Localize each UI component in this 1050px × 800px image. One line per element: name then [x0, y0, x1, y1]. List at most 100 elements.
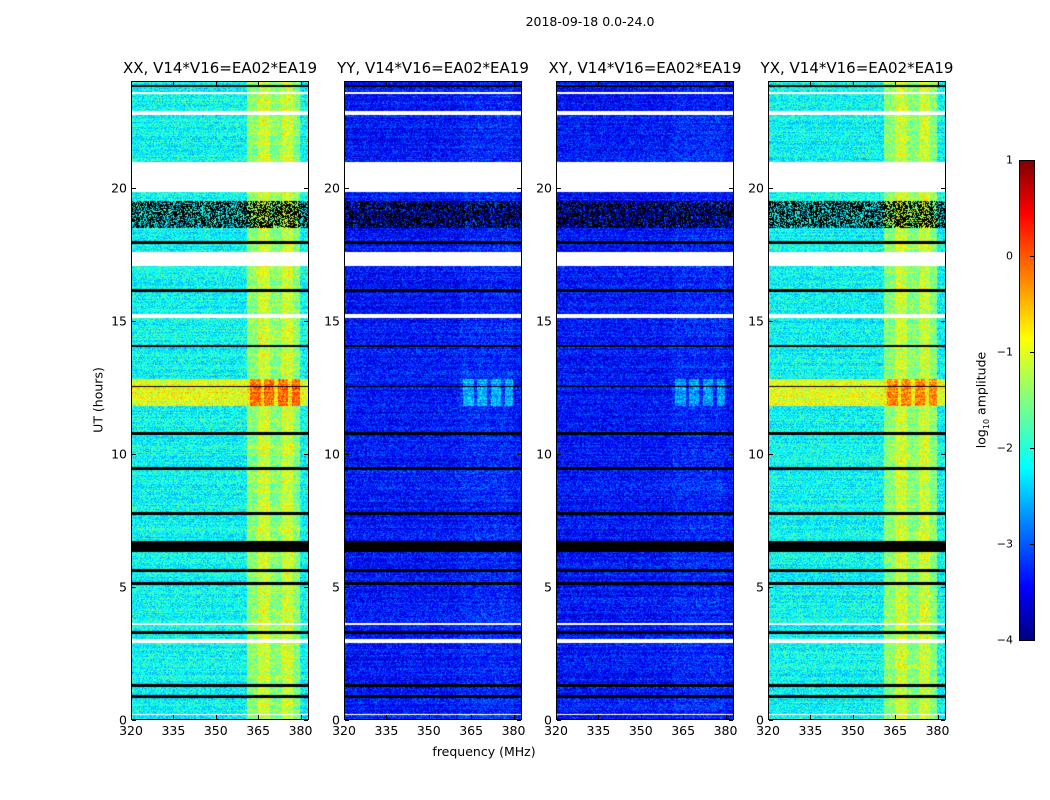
y-tick-mark-right: [729, 720, 733, 721]
x-tick-mark: [937, 715, 939, 719]
y-tick-mark: [557, 586, 561, 588]
y-tick-mark-right: [941, 320, 945, 322]
y-tick-mark: [557, 720, 561, 721]
heatmap-panel: [556, 81, 734, 720]
x-tick-mark-top: [640, 82, 642, 86]
x-tick-label: 365: [459, 723, 484, 738]
x-tick-label: 350: [840, 723, 865, 738]
x-tick-label: 335: [374, 723, 399, 738]
x-axis-label: frequency (MHz): [432, 744, 536, 759]
x-tick-label: 335: [586, 723, 611, 738]
colorbar-label-sub: 10: [981, 418, 991, 430]
x-tick-mark: [556, 715, 557, 719]
y-tick-mark-right: [304, 187, 308, 189]
x-tick-mark: [683, 715, 685, 719]
y-tick-mark: [769, 586, 773, 588]
panel-title: XX, V14*V16=EA02*EA19: [122, 59, 318, 77]
heatmap-image: [557, 82, 733, 719]
x-tick-mark: [852, 715, 854, 719]
y-tick-label: 10: [536, 446, 552, 462]
colorbar-tick-label: 1: [1006, 153, 1013, 167]
x-tick-mark-top: [344, 82, 345, 86]
colorbar-tick-mark: [1030, 640, 1034, 641]
y-tick-mark-right: [304, 453, 308, 455]
colorbar-tick-label: −4: [996, 633, 1013, 647]
x-tick-mark: [513, 715, 515, 719]
colorbar-tick-label: −1: [996, 345, 1013, 359]
y-tick-mark-right: [729, 187, 733, 189]
y-tick-mark: [557, 453, 561, 455]
y-tick-mark: [132, 320, 136, 322]
colorbar-tick-mark: [1030, 544, 1034, 545]
x-tick-mark: [173, 715, 175, 719]
x-tick-mark-top: [725, 82, 727, 86]
y-tick-label: 20: [748, 180, 764, 195]
x-tick-label: 320: [332, 723, 356, 738]
y-tick-label: 20: [111, 180, 127, 195]
y-tick-mark: [345, 720, 349, 721]
y-tick-mark-right: [729, 586, 733, 588]
x-tick-mark-top: [300, 82, 302, 86]
x-tick-mark-top: [173, 82, 175, 86]
x-tick-mark-top: [937, 82, 939, 86]
y-tick-mark-right: [517, 453, 521, 455]
x-tick-label: 380: [925, 723, 950, 738]
x-tick-mark: [131, 715, 132, 719]
x-tick-mark-top: [428, 82, 430, 86]
x-tick-mark-top: [768, 82, 769, 86]
x-tick-mark: [300, 715, 302, 719]
colorbar-tick-mark: [1030, 256, 1034, 257]
y-tick-mark: [132, 187, 136, 189]
colorbar-tick-label: −2: [996, 441, 1013, 455]
panel-title: YX, V14*V16=EA02*EA19: [760, 59, 954, 77]
colorbar-label: log10 amplitude: [973, 352, 991, 448]
x-tick-label: 380: [713, 723, 738, 738]
x-tick-label: 350: [628, 723, 653, 738]
x-tick-mark: [258, 715, 260, 719]
y-tick-mark: [769, 720, 773, 721]
y-tick-mark: [557, 320, 561, 322]
colorbar-tick-mark: [1030, 160, 1034, 161]
x-tick-mark: [725, 715, 727, 719]
x-tick-mark: [386, 715, 388, 719]
x-tick-mark: [640, 715, 642, 719]
y-tick-mark: [132, 453, 136, 455]
y-tick-label: 15: [748, 313, 764, 329]
x-tick-mark-top: [852, 82, 854, 86]
x-tick-label: 320: [544, 723, 568, 738]
y-tick-label: 15: [111, 313, 127, 329]
x-tick-mark-top: [258, 82, 260, 86]
x-tick-mark: [428, 715, 430, 719]
x-tick-mark-top: [471, 82, 473, 86]
y-tick-label: 5: [756, 579, 764, 595]
y-tick-mark-right: [304, 586, 308, 588]
x-tick-mark: [598, 715, 600, 719]
colorbar-tick-label: −3: [996, 537, 1013, 551]
y-tick-mark-right: [517, 320, 521, 322]
colorbar: [1019, 160, 1035, 641]
x-tick-mark-top: [556, 82, 557, 86]
y-tick-label: 0: [119, 712, 127, 728]
y-tick-label: 15: [324, 313, 340, 329]
x-tick-label: 365: [883, 723, 908, 738]
x-tick-mark: [768, 715, 769, 719]
y-tick-label: 0: [332, 712, 340, 728]
x-tick-mark-top: [598, 82, 600, 86]
y-tick-mark-right: [941, 720, 945, 721]
y-tick-mark: [557, 187, 561, 189]
y-tick-mark: [769, 187, 773, 189]
y-tick-mark-right: [729, 453, 733, 455]
heatmap-panel: [344, 81, 522, 720]
y-tick-label: 5: [119, 579, 127, 595]
y-tick-label: 20: [324, 180, 340, 195]
x-tick-mark-top: [215, 82, 217, 86]
heatmap-image: [132, 82, 308, 719]
y-tick-mark: [769, 320, 773, 322]
panel-title: XY, V14*V16=EA02*EA19: [548, 59, 742, 77]
y-tick-mark: [345, 586, 349, 588]
y-tick-mark: [132, 586, 136, 588]
y-tick-mark-right: [304, 320, 308, 322]
y-tick-label: 10: [748, 446, 764, 462]
colorbar-label-rest: amplitude: [973, 351, 989, 419]
